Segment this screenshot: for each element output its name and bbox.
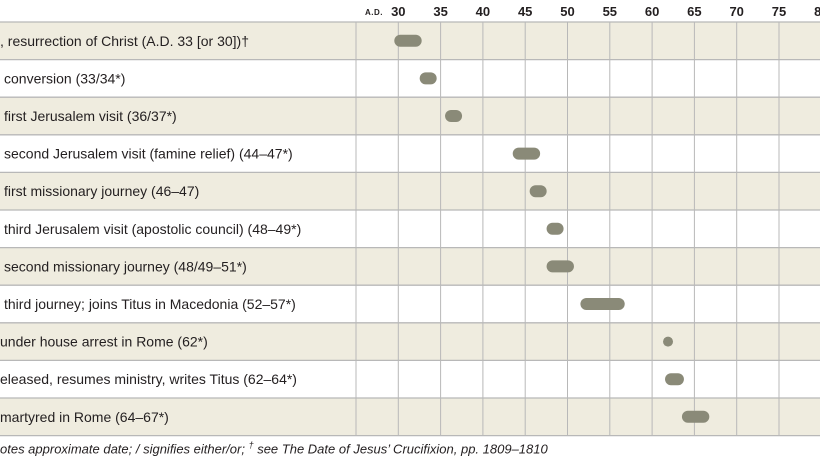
- tick-label: 60: [645, 4, 659, 19]
- row-label: second Jerusalem visit (famine relief) (…: [4, 146, 293, 162]
- row-band: [0, 285, 820, 323]
- tick-label: 70: [729, 4, 743, 19]
- row-label: third journey; joins Titus in Macedonia …: [4, 296, 296, 312]
- footnote-text: otes approximate date; / signifies eithe…: [0, 441, 249, 457]
- tick-label: 35: [433, 4, 447, 19]
- event-point: [663, 336, 674, 347]
- timeline-chart: , resurrection of Christ (A.D. 33 [or 30…: [0, 4, 820, 437]
- event-bar: [512, 147, 541, 160]
- row-label: martyred in Rome (64–67*): [0, 409, 169, 425]
- tick-label: 45: [518, 4, 532, 19]
- row-label: third Jerusalem visit (apostolic council…: [4, 221, 301, 237]
- footnote-tail: see The Date of Jesus’ Crucifixion, pp. …: [253, 441, 548, 457]
- tick-label: 75: [772, 4, 786, 19]
- row-band: [0, 247, 820, 286]
- footnote: otes approximate date; / signifies eithe…: [0, 440, 548, 456]
- event-bar: [546, 260, 574, 273]
- row-band: [0, 97, 820, 135]
- row-label: conversion (33/34*): [4, 70, 125, 86]
- tick-label: 50: [560, 4, 574, 19]
- footnote-dagger: †: [248, 440, 254, 450]
- event-bar: [445, 110, 463, 122]
- tick-label: 80: [814, 4, 820, 19]
- row-label: , resurrection of Christ (A.D. 33 [or 30…: [0, 33, 249, 49]
- event-bar: [419, 72, 437, 85]
- row-label: second missionary journey (48/49–51*): [4, 258, 247, 274]
- row-label: first Jerusalem visit (36/37*): [4, 108, 177, 124]
- tick-label: 40: [476, 4, 490, 19]
- row-band: [0, 210, 820, 248]
- row-label: under house arrest in Rome (62*): [0, 334, 208, 350]
- event-bar: [681, 410, 710, 423]
- row-band: [0, 172, 820, 210]
- event-bar: [394, 34, 422, 47]
- event-bar: [665, 373, 684, 386]
- tick-label: 55: [603, 4, 617, 19]
- row-band: [0, 59, 820, 98]
- event-bar: [580, 298, 625, 310]
- event-bar: [546, 222, 564, 235]
- axis-label: A.D.: [365, 8, 383, 17]
- row-label: first missionary journey (46–47): [4, 183, 199, 199]
- tick-label: 30: [391, 4, 405, 19]
- row-band: [0, 322, 820, 361]
- tick-label: 65: [687, 4, 701, 19]
- row-label: eleased, resumes ministry, writes Titus …: [0, 371, 297, 387]
- event-bar: [529, 185, 547, 198]
- row-band: [0, 134, 820, 173]
